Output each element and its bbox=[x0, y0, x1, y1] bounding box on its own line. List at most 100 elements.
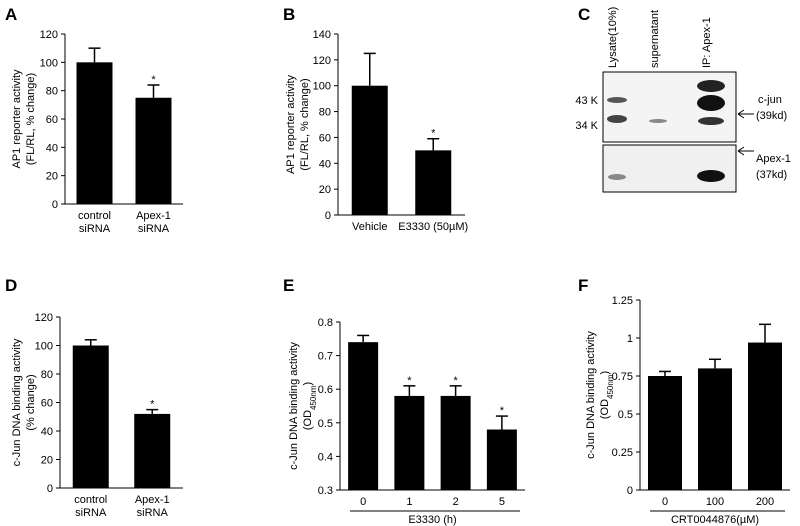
x-tick-label: Vehicle bbox=[352, 221, 387, 233]
lane-label: Lysate(10%) bbox=[607, 7, 619, 68]
y-axis-unit: (OD450nm) bbox=[302, 382, 318, 430]
panel-letter: D bbox=[5, 276, 17, 295]
blot-box bbox=[602, 144, 737, 193]
y-tick-label: 40 bbox=[319, 158, 331, 170]
y-tick-label: 0.5 bbox=[318, 418, 333, 430]
y-tick-label: 40 bbox=[41, 426, 53, 438]
x-tick-label: 100 bbox=[706, 496, 724, 508]
y-tick-label: 20 bbox=[41, 455, 53, 467]
x-tick-label: siRNA bbox=[138, 223, 170, 235]
y-tick-label: 100 bbox=[35, 341, 53, 353]
panel-letter: A bbox=[5, 5, 17, 24]
y-tick-label: 80 bbox=[41, 369, 53, 381]
y-tick-label: 20 bbox=[46, 171, 58, 183]
x-tick-label: E3330 (50µM) bbox=[398, 221, 468, 233]
x-tick-label: 2 bbox=[453, 496, 459, 508]
y-tick-label: 0.5 bbox=[618, 409, 633, 421]
bar bbox=[134, 413, 171, 488]
bar bbox=[351, 85, 388, 215]
x-axis-label: CRT0044876(µM) bbox=[671, 514, 759, 526]
band bbox=[697, 170, 725, 182]
band bbox=[697, 80, 725, 92]
bar bbox=[72, 345, 109, 488]
x-tick-label: 1 bbox=[406, 496, 412, 508]
bar bbox=[648, 376, 682, 490]
y-tick-label: 0.8 bbox=[318, 317, 333, 329]
marker-label: 43 K bbox=[575, 95, 598, 107]
bar bbox=[440, 395, 471, 490]
panel-letter: B bbox=[283, 5, 295, 24]
y-tick-label: 0.25 bbox=[612, 447, 633, 459]
y-tick-label: 60 bbox=[46, 114, 58, 126]
y-axis-label: (FL/RL, % change) bbox=[25, 73, 37, 165]
x-axis-label: E3330 (h) bbox=[408, 514, 456, 526]
bar bbox=[394, 395, 425, 490]
band-label: c-jun bbox=[758, 94, 782, 106]
x-tick-label: 0 bbox=[662, 496, 668, 508]
x-tick-label: Apex-1 bbox=[136, 210, 171, 222]
y-tick-label: 0.4 bbox=[318, 451, 333, 463]
y-tick-label: 40 bbox=[46, 142, 58, 154]
x-tick-label: 5 bbox=[499, 496, 505, 508]
y-tick-label: 0.7 bbox=[318, 351, 333, 363]
y-tick-label: 0 bbox=[47, 483, 53, 495]
y-tick-label: 100 bbox=[313, 81, 331, 93]
band bbox=[608, 174, 626, 180]
panel-letter: C bbox=[578, 5, 590, 24]
y-tick-label: 120 bbox=[35, 312, 53, 324]
y-axis-label: c-Jun DNA binding activity bbox=[288, 342, 300, 470]
y-axis-label: (% change) bbox=[25, 374, 37, 430]
band-label: Apex-1 bbox=[756, 153, 791, 165]
y-axis-unit-part: ) bbox=[599, 371, 611, 375]
lane-label: IP: Apex-1 bbox=[701, 17, 713, 68]
x-tick-label: control bbox=[74, 494, 107, 506]
significance: * bbox=[431, 128, 436, 140]
y-tick-label: 80 bbox=[319, 107, 331, 119]
significance: * bbox=[150, 399, 155, 411]
panel-letter: E bbox=[283, 276, 294, 295]
y-tick-label: 100 bbox=[40, 57, 58, 69]
band bbox=[607, 97, 627, 103]
band-label: (39kd) bbox=[756, 110, 787, 122]
y-tick-label: 0.75 bbox=[612, 371, 633, 383]
blot-panel: C Lysate(10%) supernatant IP: Apex-1 43 … bbox=[575, 5, 791, 193]
y-axis-unit-part: (OD bbox=[302, 410, 314, 430]
band-label: (37kd) bbox=[756, 169, 787, 181]
y-tick-label: 120 bbox=[40, 29, 58, 41]
y-axis-unit-part: 450nm bbox=[606, 374, 615, 399]
band bbox=[649, 119, 667, 123]
bar bbox=[348, 342, 379, 490]
y-axis-unit-part: (OD bbox=[599, 399, 611, 419]
panel-letter: F bbox=[578, 276, 588, 295]
x-tick-label: 0 bbox=[360, 496, 366, 508]
y-axis-label: AP1 reporter activity bbox=[285, 74, 297, 174]
y-tick-label: 0 bbox=[52, 199, 58, 211]
bar bbox=[76, 62, 113, 205]
band bbox=[697, 95, 725, 111]
band bbox=[698, 117, 724, 125]
arrow-head bbox=[737, 146, 745, 156]
y-tick-label: 120 bbox=[313, 55, 331, 67]
x-tick-label: siRNA bbox=[79, 223, 111, 235]
x-tick-label: Apex-1 bbox=[135, 494, 170, 506]
x-tick-label: 200 bbox=[756, 496, 774, 508]
significance: * bbox=[500, 405, 505, 417]
lane-label: supernatant bbox=[649, 10, 661, 68]
marker-label: 34 K bbox=[575, 120, 598, 132]
y-tick-label: 140 bbox=[313, 29, 331, 41]
y-axis-unit-part: ) bbox=[302, 382, 314, 386]
y-axis-unit: (OD450nm) bbox=[599, 371, 615, 419]
y-axis-label: (FL/RL, % change) bbox=[299, 78, 311, 170]
bar bbox=[486, 429, 517, 490]
y-tick-label: 60 bbox=[41, 398, 53, 410]
significance: * bbox=[407, 375, 412, 387]
x-tick-label: control bbox=[78, 210, 111, 222]
bar bbox=[698, 368, 732, 490]
y-axis-label: c-Jun DNA binding activity bbox=[585, 331, 597, 459]
y-tick-label: 0.3 bbox=[318, 485, 333, 497]
x-tick-label: siRNA bbox=[137, 507, 169, 519]
band bbox=[607, 115, 627, 123]
significance: * bbox=[453, 375, 458, 387]
y-axis-label: c-Jun DNA binding activity bbox=[11, 338, 23, 466]
y-tick-label: 20 bbox=[319, 184, 331, 196]
